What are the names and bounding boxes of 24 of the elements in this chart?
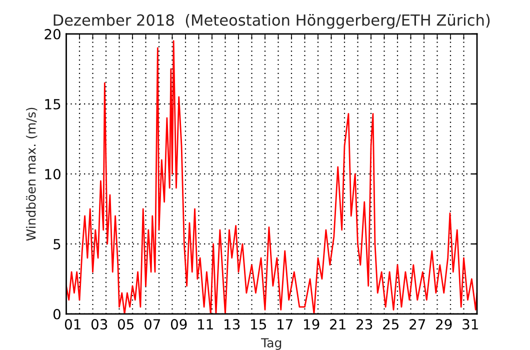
x-tick-label: 01 bbox=[64, 319, 80, 330]
y-tick-label: 15 bbox=[45, 99, 60, 110]
x-tick-label: 03 bbox=[91, 319, 108, 330]
x-tick-label: 09 bbox=[170, 319, 187, 330]
x-tick-label: 27 bbox=[410, 319, 426, 330]
x-tick-label: 29 bbox=[436, 319, 452, 330]
x-tick-label: 15 bbox=[251, 319, 266, 330]
y-tick-label: 0 bbox=[53, 308, 60, 320]
x-tick-label: 31 bbox=[462, 319, 478, 330]
y-tick-label: 5 bbox=[54, 239, 60, 250]
x-tick-label: 25 bbox=[383, 319, 398, 330]
x-axis-title: Tag bbox=[261, 338, 282, 350]
x-tick-label: 23 bbox=[356, 319, 372, 330]
x-tick-label: 11 bbox=[198, 319, 213, 330]
x-tick-label: 13 bbox=[224, 319, 240, 330]
y-axis-title: Windböen max. (m/s) bbox=[26, 108, 38, 241]
x-tick-label: 17 bbox=[278, 319, 293, 330]
x-tick-label: 19 bbox=[304, 319, 320, 330]
y-tick-label: 10 bbox=[45, 168, 60, 180]
x-tick-label: 21 bbox=[330, 319, 346, 330]
x-tick-label: 07 bbox=[144, 319, 160, 330]
chart-title: Dezember 2018 (Meteostation Hönggerberg/ETH Zürich) bbox=[54, 14, 490, 29]
y-tick-label: 20 bbox=[44, 28, 60, 40]
x-tick-label: 05 bbox=[118, 319, 134, 330]
